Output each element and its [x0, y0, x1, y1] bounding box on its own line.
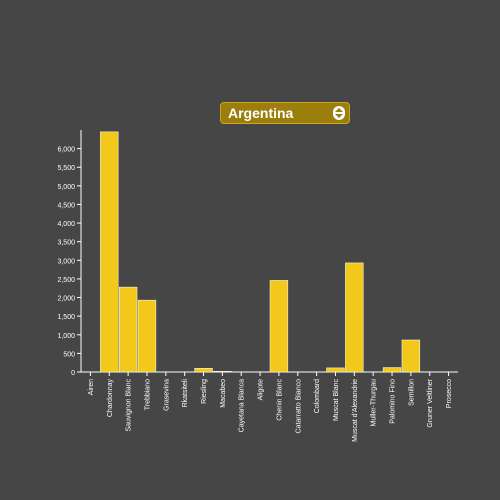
- y-tick-label: 1,000: [57, 333, 75, 340]
- x-tick-label: Chenin Blanc: [276, 379, 283, 421]
- bar: [382, 367, 402, 373]
- x-tick-label: Muscat d'Alexandrie: [352, 379, 359, 442]
- x-tick-label: Trebbiano: [144, 379, 151, 410]
- y-tick-label: 3,000: [57, 258, 75, 265]
- bar: [213, 371, 232, 373]
- bar: [326, 367, 345, 373]
- bar: [194, 368, 213, 373]
- x-tick-label: Riesling: [201, 379, 208, 404]
- x-tick-label: Airen: [88, 379, 95, 395]
- bar: [345, 262, 364, 373]
- bar: [118, 286, 138, 373]
- x-tick-label: Sauvignon Blanc: [126, 379, 133, 432]
- x-tick-label: Semillon: [408, 379, 415, 406]
- select-arrows-icon: [333, 106, 345, 120]
- y-tick-label: 500: [63, 351, 75, 358]
- y-tick-label: 5,500: [57, 165, 75, 172]
- bar: [269, 280, 289, 373]
- y-tick-label: 1,500: [57, 314, 75, 321]
- bar: [401, 339, 421, 373]
- y-tick-label: 6,000: [57, 147, 75, 154]
- y-tick-label: 3,500: [57, 240, 75, 247]
- y-tick-label: 2,500: [57, 277, 75, 284]
- country-select-label: Argentina: [228, 105, 294, 121]
- y-tick-label: 4,000: [57, 221, 75, 228]
- x-tick-label: Chardonnay: [107, 379, 114, 418]
- x-tick-label: Prosecco: [446, 379, 453, 408]
- x-tick-label: Rkatsiteli: [182, 379, 189, 408]
- y-tick-label: 2,000: [57, 296, 75, 303]
- x-tick-label: Colombard: [314, 379, 321, 413]
- country-select[interactable]: Argentina: [220, 102, 350, 124]
- x-tick-label: Grasevina: [163, 379, 170, 411]
- x-tick-label: Muller-Thurgau: [371, 379, 378, 427]
- x-tick-label: Muscat Blanc: [333, 379, 340, 422]
- x-tick-label: Aligote: [258, 379, 265, 401]
- bar: [137, 299, 157, 373]
- bar: [100, 131, 119, 373]
- y-tick-label: 0: [71, 370, 75, 377]
- y-tick-label: 5,000: [57, 184, 75, 191]
- x-tick-label: Macabeo: [220, 379, 227, 408]
- x-tick-label: Palomino Fino: [390, 379, 397, 424]
- y-tick-label: 4,500: [57, 202, 75, 209]
- x-tick-label: Cayetana Blanca: [239, 379, 246, 432]
- x-tick-label: Gruner Veltliner: [427, 378, 434, 427]
- x-tick-label: Catarratto Bianco: [295, 379, 302, 434]
